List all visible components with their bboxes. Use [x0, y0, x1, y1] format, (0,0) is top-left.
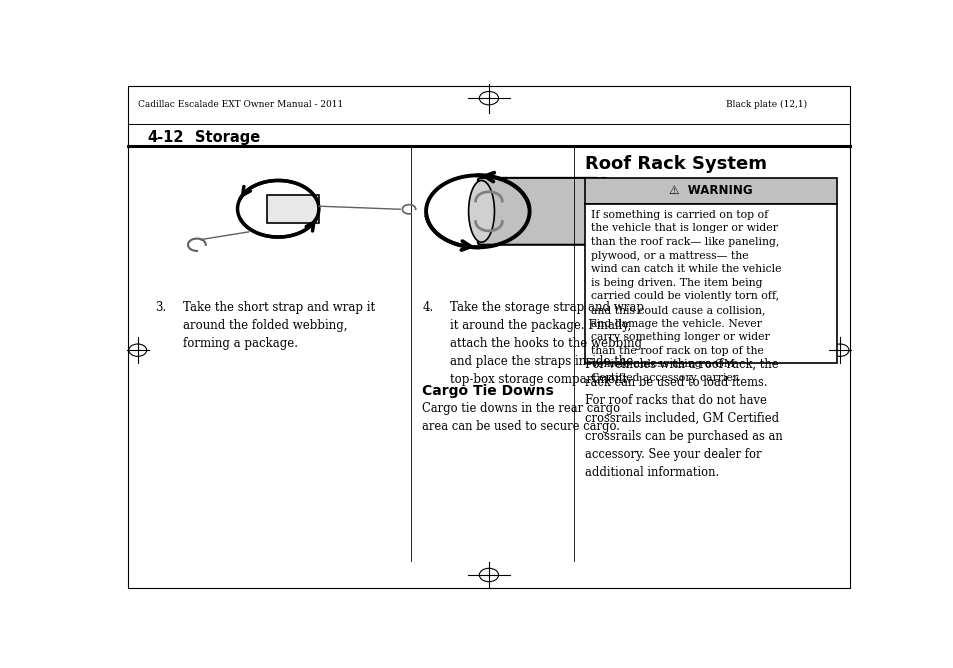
Text: ⚠  WARNING: ⚠ WARNING: [669, 184, 752, 197]
Bar: [584, 178, 837, 204]
Text: Cargo tie downs in the rear cargo
area can be used to secure cargo.: Cargo tie downs in the rear cargo area c…: [422, 401, 619, 433]
Text: Storage: Storage: [195, 130, 260, 145]
Text: 4.: 4.: [422, 301, 434, 315]
Text: For vehicles with a roof rack, the
rack can be used to load items.
For roof rack: For vehicles with a roof rack, the rack …: [584, 358, 782, 479]
Text: Cadillac Escalade EXT Owner Manual - 2011: Cadillac Escalade EXT Owner Manual - 201…: [137, 100, 343, 110]
Text: Take the storage strap and wrap
it around the package. Finally,
attach the hooks: Take the storage strap and wrap it aroun…: [450, 301, 644, 386]
Bar: [267, 194, 318, 223]
FancyBboxPatch shape: [477, 178, 599, 244]
Text: Black plate (12,1): Black plate (12,1): [724, 100, 806, 110]
Text: Cargo Tie Downs: Cargo Tie Downs: [422, 383, 554, 397]
Ellipse shape: [468, 180, 494, 242]
Text: 4-12: 4-12: [147, 130, 184, 145]
Text: 3.: 3.: [154, 301, 166, 315]
Text: If something is carried on top of
the vehicle that is longer or wider
than the r: If something is carried on top of the ve…: [590, 210, 781, 383]
Ellipse shape: [588, 178, 618, 244]
Text: Roof Rack System: Roof Rack System: [584, 155, 766, 173]
Text: Take the short strap and wrap it
around the folded webbing,
forming a package.: Take the short strap and wrap it around …: [183, 301, 375, 350]
Bar: [584, 204, 837, 363]
